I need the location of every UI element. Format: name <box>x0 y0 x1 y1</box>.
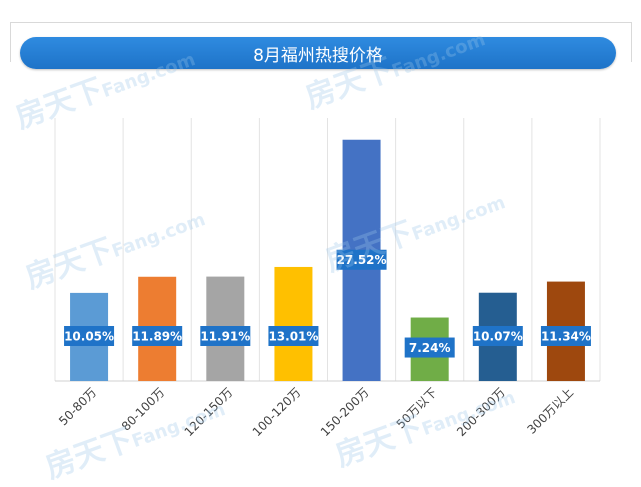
data-label: 7.24% <box>409 341 451 355</box>
bar <box>274 266 313 381</box>
data-label: 10.05% <box>64 330 114 344</box>
data-label-box <box>336 249 387 270</box>
frame-line-left <box>10 22 11 62</box>
data-label-box <box>200 326 251 346</box>
data-label-box <box>404 337 455 358</box>
data-label-box <box>132 326 183 346</box>
data-label-box <box>64 326 115 346</box>
data-label-box <box>540 326 591 346</box>
category-tick-label: 100-120万 <box>250 385 304 439</box>
data-label: 13.01% <box>268 330 318 344</box>
data-label: 11.89% <box>132 330 182 344</box>
category-tick-label: 50-80万 <box>56 385 99 428</box>
category-tick-label: 300万以上 <box>525 385 577 437</box>
data-label: 27.52% <box>337 253 387 267</box>
data-label: 10.07% <box>473 330 523 344</box>
data-label-box <box>268 326 319 346</box>
data-label: 11.91% <box>200 330 250 344</box>
chart-title: 8月福州热搜价格 <box>253 45 383 66</box>
data-label-box <box>472 326 523 346</box>
frame-line-top <box>10 22 632 23</box>
chart-header-banner: 8月福州热搜价格 <box>20 37 616 69</box>
frame-line-right <box>631 22 632 62</box>
data-label: 11.34% <box>541 330 591 344</box>
bar-chart: 10.05%50-80万11.89%80-100万11.91%120-150万1… <box>54 118 601 439</box>
